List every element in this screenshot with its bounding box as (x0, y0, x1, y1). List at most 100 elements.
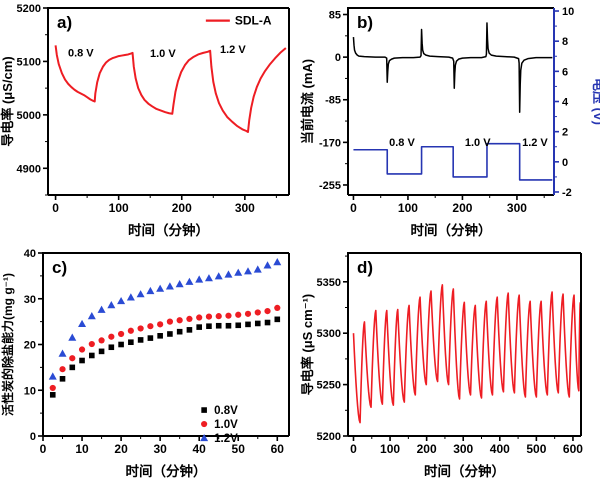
b-x-axis-label: 时间（分钟） (411, 222, 492, 238)
c-legend-marker (201, 407, 207, 413)
c-y-tick-label: 20 (24, 340, 36, 352)
c-1.2V-point (107, 301, 116, 309)
c-1.2V-point (58, 349, 67, 357)
panel-b-current-voltage-chart: 0 100 200 300 85 0 -85 -170 -255 10 8 6 4 2 0 -2 时间（分钟） 当… (300, 0, 600, 241)
a-x-tick-label: 0 (52, 201, 59, 215)
c-0.8V-point (264, 319, 271, 326)
c-1.2V-point (97, 305, 106, 313)
c-1.0V-point (127, 327, 134, 334)
c-1.2V-point (165, 282, 174, 290)
a-panel-label: a) (57, 13, 72, 32)
b-annotation: 0.8 V (389, 137, 415, 149)
c-1.0V-point (215, 313, 222, 320)
c-y-tick-label: 0 (30, 431, 36, 443)
c-0.8V-point (245, 321, 251, 328)
b-y-tick-label: -255 (319, 180, 341, 192)
c-0.8V-point (147, 335, 154, 341)
b-y2-tick-label: 4 (562, 97, 569, 109)
chart-d: 0 100 200 300 400 500 600 5200 5250 5300 5350 时间（分钟… (300, 252, 583, 479)
b-y2-tick-label: -2 (562, 187, 572, 199)
b-y-tick-label: -85 (325, 95, 341, 107)
c-1.0V-point (244, 310, 252, 317)
c-1.0V-point (59, 366, 66, 373)
c-0.8V-point (98, 348, 105, 355)
c-1.0V-point (147, 323, 154, 330)
a-x-tick-label: 200 (172, 201, 192, 215)
c-x-tick-label: 0 (40, 442, 47, 456)
c-0.8V-point (128, 339, 134, 346)
chart-b: 0 100 200 300 85 0 -85 -170 -255 10 8 6 4 2 0 -2 时间（分钟） 当… (300, 6, 600, 238)
c-0.8V-point (254, 320, 261, 327)
a-y-tick-label: 4900 (17, 163, 41, 175)
c-1.0V-point (166, 318, 174, 325)
c-1.2V-point (234, 268, 243, 276)
chart-c: 0 10 20 30 40 50 60 0 10 20 30 40 时间（分钟） 活性炭的除盐能力(mg … (0, 248, 290, 479)
c-0.8V-point (69, 364, 76, 371)
d-x-tick-label: 600 (563, 442, 583, 456)
a-series-group (54, 45, 287, 133)
b-x-tick-label: 200 (452, 201, 472, 215)
c-0.8V-point (235, 322, 242, 329)
c-0.8V-point (108, 344, 115, 351)
d-y-tick-label: 5350 (317, 277, 341, 289)
c-panel-label: c) (52, 258, 67, 277)
c-1.0V-point (254, 309, 261, 316)
c-1.0V-point (88, 340, 95, 348)
c-0.8V-point (89, 352, 95, 359)
b-y2-tick-label: 2 (562, 127, 568, 139)
a-y-axis-label: 导电率 (μS/cm) (0, 56, 15, 146)
chart-a: 0 100 200 300 4900 5000 5100 5200 时间（分钟） 导电率 (μS/… (0, 3, 290, 238)
c-legend-marker (200, 433, 209, 442)
c-0.8V-point (79, 357, 85, 364)
c-1.2V-point (204, 274, 213, 282)
c-1.2V-point (253, 265, 262, 273)
c-1.2V-point (78, 319, 87, 328)
d-series-group (352, 284, 581, 424)
d-x-tick-label: 0 (350, 442, 357, 456)
panel-d-long-term-conductivity-chart: 0 100 200 300 400 500 600 5200 5250 5300 5350 时间（分钟… (300, 241, 600, 482)
panel-a-conductivity-cycles-chart: 0 100 200 300 4900 5000 5100 5200 时间（分钟） 导电率 (μS/… (0, 0, 300, 241)
c-x-tick-label: 40 (193, 442, 207, 456)
c-x-tick-label: 60 (271, 442, 285, 456)
d-x-tick-label: 200 (417, 442, 437, 456)
d-x-tick-label: 500 (526, 442, 546, 456)
d-x-tick-label: 300 (453, 442, 473, 456)
c-x-tick-label: 20 (114, 442, 128, 456)
c-1.2V-point (273, 258, 282, 266)
c-1.2V-point (68, 333, 77, 341)
b-y-tick-label: 85 (329, 10, 341, 22)
c-1.0V-point (196, 314, 203, 321)
c-0.8V-point (206, 323, 212, 329)
d-conductivity-line (352, 284, 581, 424)
b-current-line (352, 22, 553, 114)
c-y-tick-label: 30 (24, 294, 36, 306)
b-panel-label: b) (357, 13, 373, 32)
d-y-tick-label: 5200 (317, 431, 341, 443)
a-annotation: 1.2 V (220, 44, 246, 56)
c-1.0V-point (117, 330, 125, 338)
c-1.2V-point (244, 267, 252, 275)
c-1.0V-point (49, 384, 56, 392)
a-legend-label: SDL-A (235, 14, 272, 28)
c-legend-marker (201, 420, 208, 428)
c-series-group (48, 258, 282, 398)
b-y2-tick-label: 8 (562, 36, 568, 48)
c-x-tick-label: 10 (75, 442, 89, 456)
panel-c-desalination-capacity-chart: 0 10 20 30 40 50 60 0 10 20 30 40 时间（分钟） 活性炭的除盐能力(mg … (0, 241, 300, 482)
c-1.0V-point (176, 317, 183, 324)
c-y-axis-label: 活性炭的除盐能力(mg g⁻¹) (0, 273, 15, 416)
c-legend-label: 1.2V (214, 433, 238, 445)
c-y-tick-label: 10 (24, 385, 36, 397)
c-x-axis-label: 时间（分钟） (126, 463, 207, 479)
c-legend-label: 0.8V (214, 405, 238, 417)
c-1.2V-point (214, 272, 223, 280)
b-y2-tick-label: 6 (562, 66, 568, 78)
c-1.2V-point (263, 261, 272, 269)
a-annotation: 1.0 V (150, 48, 176, 60)
a-x-tick-label: 100 (109, 201, 129, 215)
b-x-tick-label: 300 (507, 201, 527, 215)
b-annotation: 1.0 V (465, 137, 491, 149)
c-0.8V-point (49, 392, 56, 398)
d-panel-label: d) (357, 258, 373, 277)
